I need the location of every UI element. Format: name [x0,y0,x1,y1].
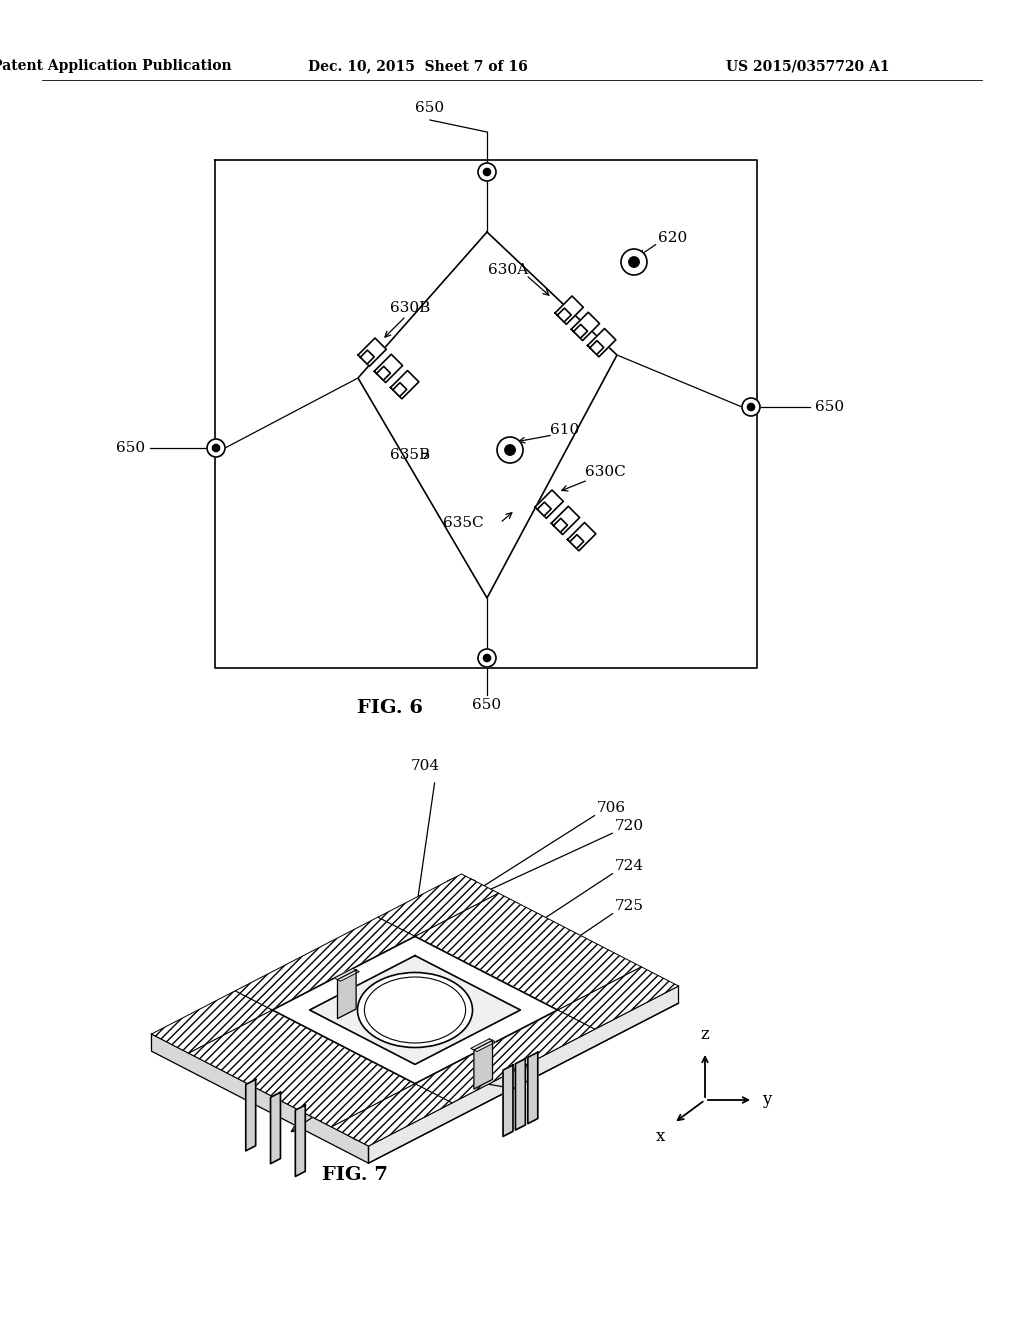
Circle shape [497,437,523,463]
Text: 635B: 635B [390,447,430,462]
Text: 630A: 630A [488,263,528,277]
Circle shape [505,445,515,455]
Polygon shape [503,1065,513,1137]
Text: 650: 650 [116,441,145,455]
Polygon shape [335,969,359,981]
Polygon shape [193,878,638,1142]
Text: 650: 650 [416,102,444,115]
Polygon shape [515,1059,525,1130]
Polygon shape [573,325,588,338]
Circle shape [629,257,639,267]
Polygon shape [415,894,641,1010]
Polygon shape [558,966,679,1030]
Polygon shape [554,519,567,532]
Polygon shape [569,535,584,549]
Text: 635C: 635C [443,516,483,531]
Polygon shape [332,1084,453,1146]
Polygon shape [557,308,571,322]
Text: z: z [700,1026,710,1043]
Polygon shape [375,354,402,383]
Text: 704: 704 [411,759,439,774]
Polygon shape [358,338,386,366]
Polygon shape [188,1010,415,1127]
Text: 650: 650 [815,400,844,414]
Polygon shape [390,371,419,399]
Polygon shape [338,970,356,1019]
Polygon shape [415,1010,595,1102]
Polygon shape [369,986,679,1163]
Polygon shape [588,329,615,356]
Circle shape [212,445,219,451]
Circle shape [748,404,755,411]
Text: 720: 720 [615,818,644,833]
Text: 630C: 630C [585,465,626,479]
Polygon shape [295,1105,305,1176]
Text: 650: 650 [472,698,502,711]
Polygon shape [567,523,596,550]
Text: 724: 724 [615,859,644,873]
Polygon shape [360,350,374,364]
Circle shape [621,249,647,275]
Polygon shape [236,917,415,1010]
Text: 620: 620 [658,231,687,246]
Text: Dec. 10, 2015  Sheet 7 of 16: Dec. 10, 2015 Sheet 7 of 16 [308,59,528,73]
Polygon shape [571,313,600,341]
Text: FIG. 6: FIG. 6 [357,700,423,717]
Polygon shape [270,1092,281,1164]
Text: FIG. 7: FIG. 7 [323,1166,388,1184]
Polygon shape [272,936,558,1084]
Text: 630B: 630B [390,301,430,315]
Circle shape [207,440,225,457]
Text: US 2015/0357720 A1: US 2015/0357720 A1 [726,59,890,73]
Circle shape [483,655,490,661]
Text: Patent Application Publication: Patent Application Publication [0,59,231,73]
Polygon shape [378,874,499,936]
Text: 725: 725 [285,1049,314,1063]
Circle shape [742,399,760,416]
Text: x: x [655,1129,665,1144]
Polygon shape [474,1040,493,1089]
Text: 706: 706 [597,801,626,814]
Circle shape [483,169,490,176]
Polygon shape [246,1080,256,1151]
Ellipse shape [357,973,472,1048]
Polygon shape [535,490,563,519]
Text: 725: 725 [615,899,644,913]
Circle shape [478,162,496,181]
Polygon shape [152,991,272,1053]
Polygon shape [377,367,390,380]
Polygon shape [590,341,604,355]
Polygon shape [358,232,617,598]
Text: 702: 702 [515,1030,544,1043]
Polygon shape [471,1039,496,1052]
Text: 610: 610 [550,422,580,437]
Polygon shape [393,383,407,396]
Polygon shape [555,296,584,325]
Circle shape [478,649,496,667]
Polygon shape [551,507,580,535]
Polygon shape [309,956,520,1064]
Polygon shape [152,1034,369,1163]
Polygon shape [527,1052,538,1123]
Polygon shape [538,502,551,516]
Text: y: y [762,1092,771,1109]
